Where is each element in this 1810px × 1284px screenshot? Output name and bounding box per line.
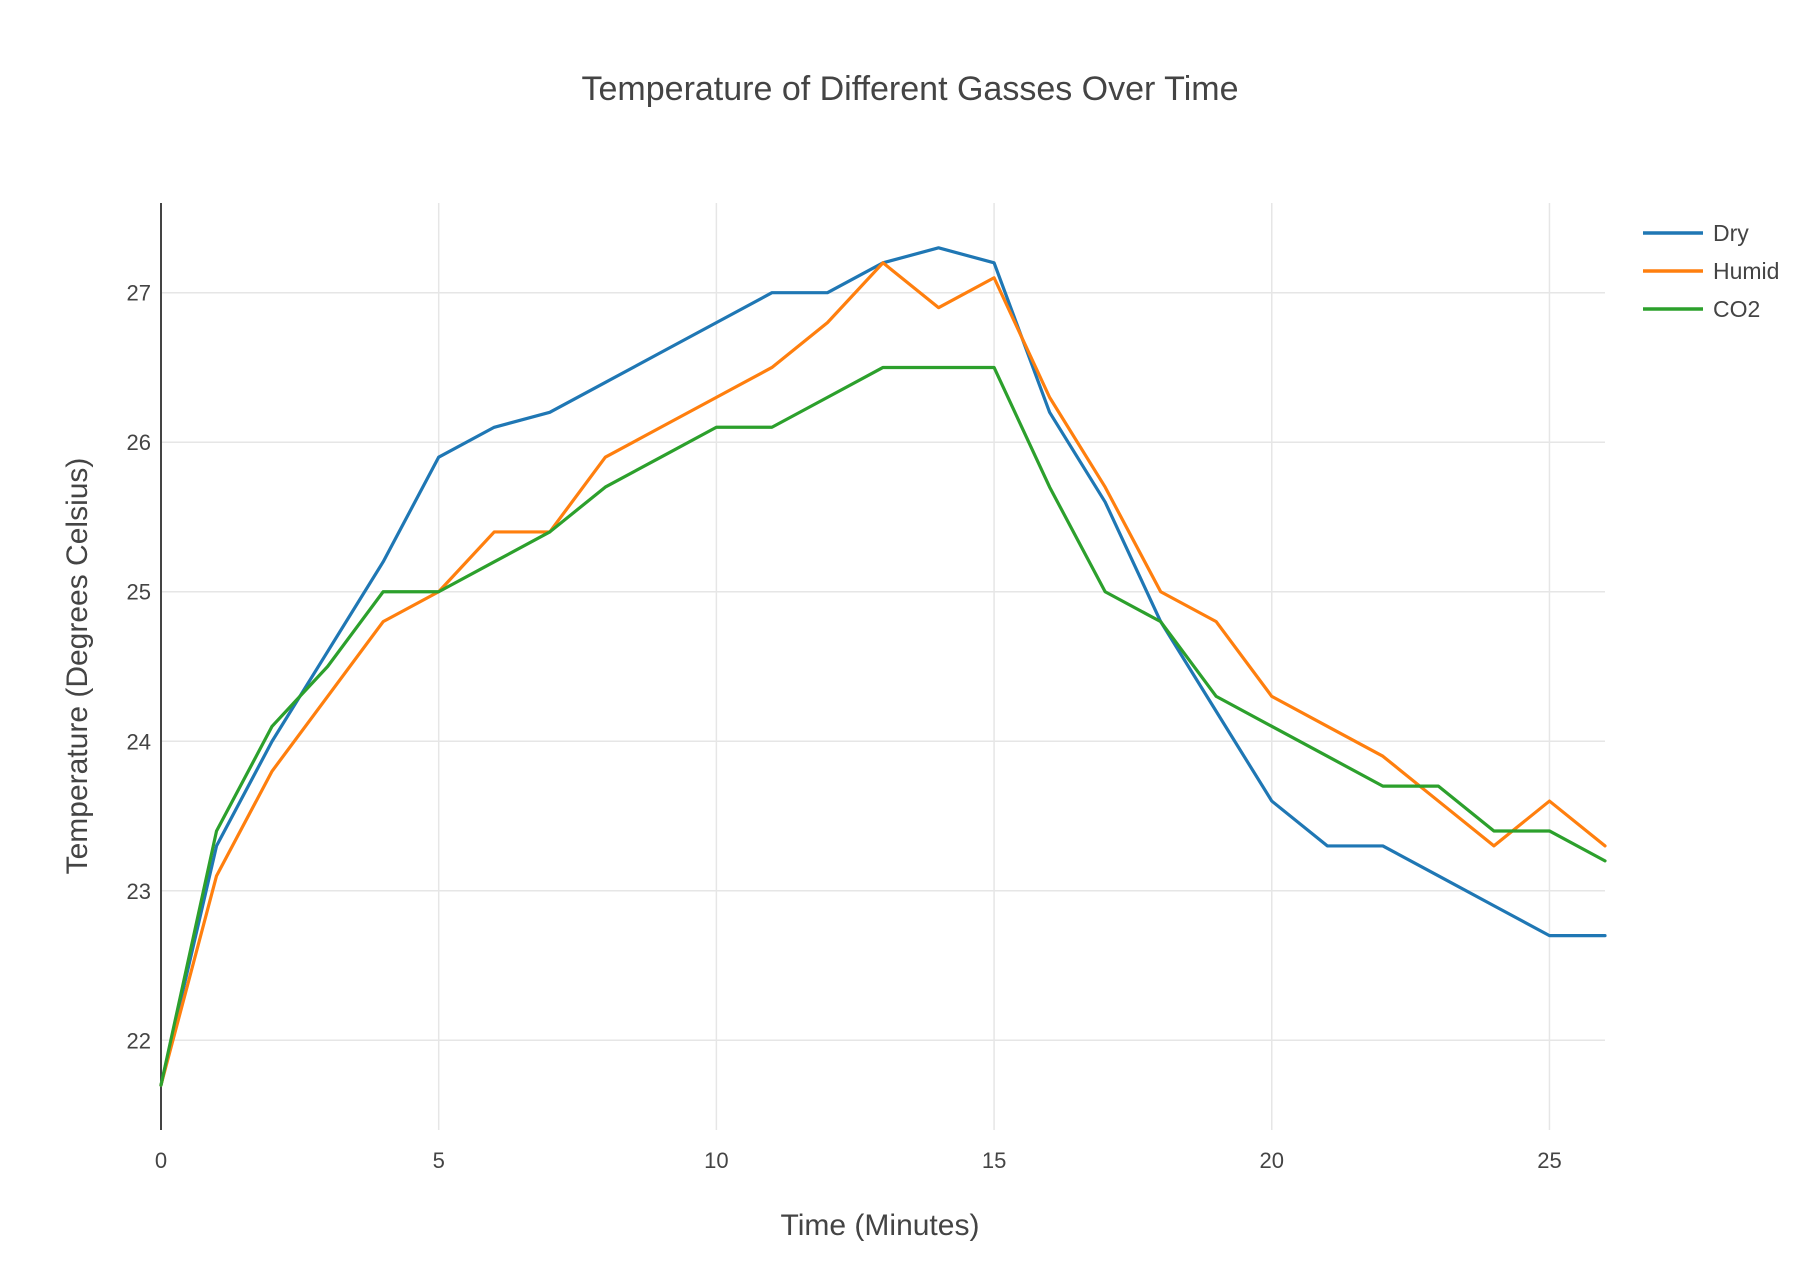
x-tick-label: 0	[155, 1148, 167, 1173]
legend-item-humid[interactable]: Humid	[1643, 258, 1779, 284]
legend-item-dry[interactable]: Dry	[1643, 220, 1749, 246]
series-lines	[159, 246, 1607, 1087]
legend-label: Humid	[1713, 258, 1779, 284]
series-line-humid	[159, 261, 1607, 1087]
y-axis-label: Temperature (Degrees Celsius)	[61, 458, 94, 875]
x-tick-label: 25	[1537, 1148, 1561, 1173]
y-tick-label: 26	[127, 430, 151, 455]
gridlines	[161, 203, 1605, 1130]
chart-title: Temperature of Different Gasses Over Tim…	[582, 70, 1239, 108]
series-line-co2	[159, 365, 1607, 1087]
legend-label: Dry	[1713, 220, 1749, 246]
y-tick-label: 23	[127, 879, 151, 904]
legend-label: CO2	[1713, 296, 1760, 322]
x-tick-label: 10	[704, 1148, 728, 1173]
x-axis-label: Time (Minutes)	[781, 1209, 980, 1242]
x-tick-label: 15	[982, 1148, 1006, 1173]
y-tick-label: 27	[127, 281, 151, 306]
y-tick-label: 22	[127, 1028, 151, 1053]
x-tick-label: 20	[1260, 1148, 1284, 1173]
x-tick-label: 5	[433, 1148, 445, 1173]
y-tick-label: 24	[127, 729, 151, 754]
tick-labels: 0 5 10 15 20 25 22 23 24 25 26 27	[127, 281, 1562, 1173]
legend[interactable]: Dry Humid CO2	[1643, 220, 1779, 322]
legend-item-co2[interactable]: CO2	[1643, 296, 1760, 322]
y-tick-label: 25	[127, 580, 151, 605]
